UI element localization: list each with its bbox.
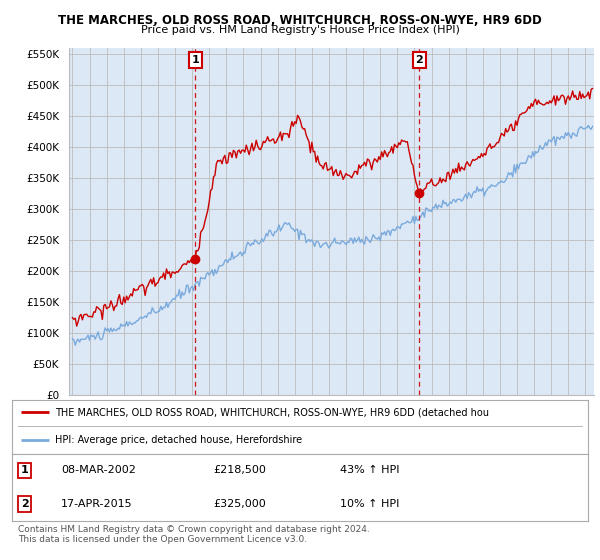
Text: This data is licensed under the Open Government Licence v3.0.: This data is licensed under the Open Gov… (18, 535, 307, 544)
Text: THE MARCHES, OLD ROSS ROAD, WHITCHURCH, ROSS-ON-WYE, HR9 6DD (detached hou: THE MARCHES, OLD ROSS ROAD, WHITCHURCH, … (55, 407, 489, 417)
Text: HPI: Average price, detached house, Herefordshire: HPI: Average price, detached house, Here… (55, 435, 302, 445)
Text: £218,500: £218,500 (214, 465, 266, 475)
Text: 10% ↑ HPI: 10% ↑ HPI (340, 499, 400, 509)
Text: 17-APR-2015: 17-APR-2015 (61, 499, 133, 509)
Text: Price paid vs. HM Land Registry's House Price Index (HPI): Price paid vs. HM Land Registry's House … (140, 25, 460, 35)
Text: 43% ↑ HPI: 43% ↑ HPI (340, 465, 400, 475)
Text: 1: 1 (21, 465, 29, 475)
Text: Contains HM Land Registry data © Crown copyright and database right 2024.: Contains HM Land Registry data © Crown c… (18, 525, 370, 534)
Text: 2: 2 (416, 55, 423, 65)
Text: 08-MAR-2002: 08-MAR-2002 (61, 465, 136, 475)
Text: 1: 1 (191, 55, 199, 65)
Text: 2: 2 (21, 499, 29, 509)
Text: £325,000: £325,000 (214, 499, 266, 509)
Text: THE MARCHES, OLD ROSS ROAD, WHITCHURCH, ROSS-ON-WYE, HR9 6DD: THE MARCHES, OLD ROSS ROAD, WHITCHURCH, … (58, 14, 542, 27)
